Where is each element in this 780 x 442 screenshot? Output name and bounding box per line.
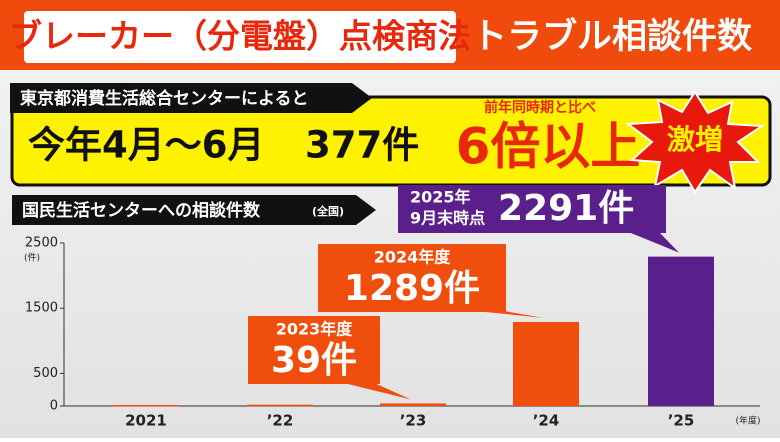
value-label: 1289件 xyxy=(344,268,480,309)
callout-title: 2024年度 xyxy=(374,248,452,267)
y-tick-label: 1500 xyxy=(25,301,58,316)
callout-pointer xyxy=(340,382,411,400)
x-tick-label: 2021 xyxy=(125,412,167,430)
chart-title: 国民生活センターへの相談件数 xyxy=(22,200,261,221)
badge-burst xyxy=(625,90,766,194)
y-tick-label: 0 xyxy=(50,399,58,414)
bar xyxy=(113,405,179,407)
callout-title: 2025年 xyxy=(410,188,471,207)
callout xyxy=(398,185,666,233)
bar xyxy=(380,403,446,406)
period: 今年4月～6月 xyxy=(28,124,265,167)
bar xyxy=(513,321,579,406)
info-box xyxy=(10,95,772,187)
badge: 激増 xyxy=(667,123,723,156)
callout-pointer xyxy=(466,310,544,318)
callout-title: 9月末時点 xyxy=(410,209,485,228)
callout xyxy=(318,244,506,312)
x-tick-label: ’24 xyxy=(533,412,560,430)
x-tick-label: ’25 xyxy=(668,412,695,430)
comparison: 6倍以上 xyxy=(456,118,641,176)
chart-tag xyxy=(12,195,376,225)
x-unit: (年度) xyxy=(735,415,760,427)
comparison-note: 前年同時期と比べ xyxy=(484,99,596,116)
value-label: 39件 xyxy=(271,340,357,381)
chart-title-note: (全国) xyxy=(312,204,344,218)
source-label: 東京都消費生活総合センターによると xyxy=(20,88,309,109)
y-unit: (件) xyxy=(24,252,40,264)
source-tag xyxy=(10,83,372,113)
y-tick-label: 500 xyxy=(33,366,58,381)
header-subtitle: トラブル相談件数 xyxy=(472,16,752,57)
x-tick-label: ’22 xyxy=(267,412,294,430)
header-title: ブレーカー（分電盤）点検商法 xyxy=(9,17,471,56)
callout xyxy=(248,316,380,384)
callout-pointer xyxy=(626,231,679,253)
value-label: 2291件 xyxy=(498,188,634,229)
bar xyxy=(247,404,313,407)
count: 377件 xyxy=(305,124,419,167)
bar xyxy=(648,256,714,406)
header-box xyxy=(24,11,456,63)
x-tick-label: ’23 xyxy=(400,412,427,430)
callout-title: 2023年度 xyxy=(276,320,354,339)
y-tick-label: 2500 xyxy=(25,236,58,251)
